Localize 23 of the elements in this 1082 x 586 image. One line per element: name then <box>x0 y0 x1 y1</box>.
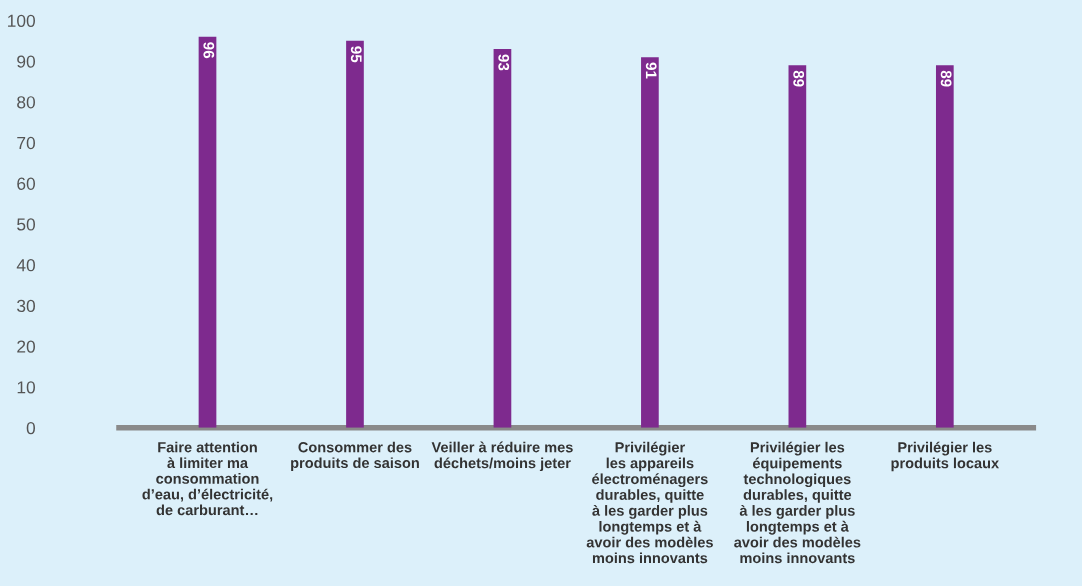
y-tick-label: 0 <box>26 421 36 435</box>
data-label: 95 <box>350 46 362 63</box>
y-tick-label: 10 <box>17 381 36 394</box>
y-tick-label: 30 <box>17 299 36 313</box>
y-tick-label: 50 <box>17 218 36 231</box>
y-tick-label: 100 <box>8 14 36 27</box>
data-label: 96 <box>203 42 215 59</box>
data-label: 93 <box>498 54 510 71</box>
x-tick-label: Consommer des produits de saison <box>291 441 419 471</box>
x-tick-label: Privilégier les produits locaux <box>891 441 1000 472</box>
y-tick-label: 70 <box>17 136 36 150</box>
x-tick-label: Privilégier les appareils électroménagers durables, quitte à les garder plus longtemps et à avoir des modèles moins innovants <box>586 441 713 564</box>
x-tick-label: Faire attention à limiter ma consommation d’eau, d’électricité, de carburant… <box>142 441 273 516</box>
y-tick-label: 20 <box>17 340 36 353</box>
data-label: 89 <box>793 70 805 87</box>
y-tick-label: 40 <box>16 259 36 272</box>
x-tick-label: Privilégier les équipements technologiques durables, quitte à les garder plus longtemps et à avoir des modèles moins innovants <box>734 441 861 564</box>
y-tick-label: 90 <box>17 55 36 68</box>
y-tick-label: 80 <box>17 96 36 109</box>
data-label: 89 <box>940 70 952 87</box>
y-tick-label: 60 <box>17 177 36 190</box>
data-label: 91 <box>645 62 657 79</box>
x-tick-label: Veiller à réduire mes déchets/moins jeter <box>431 441 573 472</box>
